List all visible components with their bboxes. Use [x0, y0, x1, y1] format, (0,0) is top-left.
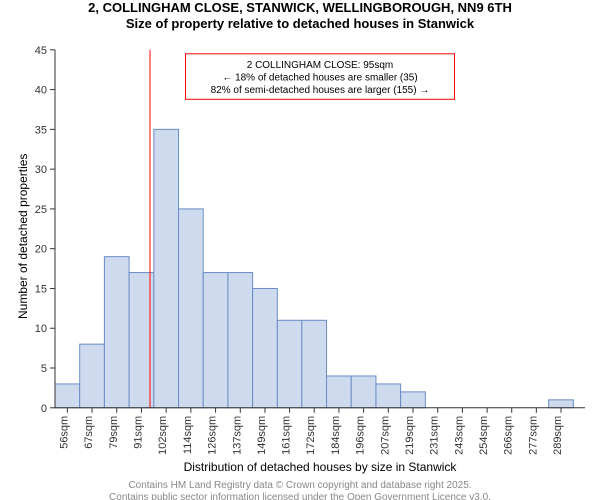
x-tick-label: 149sqm	[256, 416, 268, 455]
histogram-bar	[154, 130, 179, 408]
histogram-bar	[203, 273, 228, 408]
x-tick-label: 277sqm	[527, 416, 539, 455]
chart-title-line2: Size of property relative to detached ho…	[0, 16, 600, 32]
x-tick-label: 114sqm	[182, 416, 194, 454]
y-tick-label: 30	[35, 164, 47, 176]
x-tick-label: 126sqm	[207, 416, 219, 455]
histogram-bar	[104, 257, 129, 408]
chart-title-line1: 2, COLLINGHAM CLOSE, STANWICK, WELLINGBO…	[0, 0, 600, 16]
x-tick-label: 56sqm	[58, 416, 70, 449]
annotation-line: 2 COLLINGHAM CLOSE: 95sqm	[247, 60, 394, 71]
y-tick-label: 25	[35, 204, 47, 216]
x-tick-label: 207sqm	[379, 416, 391, 455]
x-axis-label: Distribution of detached houses by size …	[55, 460, 585, 474]
histogram-svg: 2 COLLINGHAM CLOSE: 95sqm← 18% of detach…	[0, 31, 600, 475]
x-tick-label: 137sqm	[231, 416, 243, 455]
y-axis-label: Number of detached properties	[16, 154, 30, 319]
y-tick-label: 10	[35, 323, 47, 335]
y-tick-label: 5	[41, 363, 47, 375]
histogram-bar	[401, 392, 426, 408]
y-tick-label: 20	[35, 244, 47, 256]
x-tick-label: 67sqm	[83, 416, 95, 449]
histogram-bar	[80, 344, 105, 408]
histogram-bar	[302, 320, 327, 408]
histogram-bar	[327, 376, 352, 408]
x-tick-label: 196sqm	[355, 416, 367, 455]
y-tick-label: 35	[35, 125, 47, 137]
y-tick-label: 15	[35, 284, 47, 296]
footer-line1: Contains HM Land Registry data © Crown c…	[0, 480, 600, 493]
x-tick-label: 102sqm	[157, 416, 169, 455]
x-tick-label: 91sqm	[132, 416, 144, 449]
histogram-bar	[376, 384, 401, 408]
chart-area: 2 COLLINGHAM CLOSE: 95sqm← 18% of detach…	[0, 31, 600, 480]
x-tick-label: 219sqm	[404, 416, 416, 455]
histogram-bar	[228, 273, 253, 408]
x-tick-label: 243sqm	[453, 416, 465, 455]
x-tick-label: 231sqm	[429, 416, 441, 455]
y-tick-label: 40	[35, 85, 47, 97]
y-tick-label: 0	[41, 403, 47, 415]
footer: Contains HM Land Registry data © Crown c…	[0, 480, 600, 500]
footer-line2: Contains public sector information licen…	[0, 492, 600, 500]
x-tick-label: 172sqm	[305, 416, 317, 455]
x-tick-label: 184sqm	[330, 416, 342, 455]
x-tick-label: 266sqm	[503, 416, 515, 455]
histogram-bar	[351, 376, 376, 408]
histogram-bar	[179, 209, 204, 408]
annotation-line: 82% of semi-detached houses are larger (…	[211, 85, 430, 96]
y-tick-label: 45	[35, 45, 47, 57]
annotation-line: ← 18% of detached houses are smaller (35…	[222, 72, 417, 83]
x-tick-label: 79sqm	[108, 416, 120, 449]
histogram-bar	[277, 320, 301, 408]
x-tick-label: 289sqm	[552, 416, 564, 455]
x-tick-label: 161sqm	[281, 416, 293, 455]
histogram-bar	[549, 400, 574, 408]
histogram-bar	[253, 289, 278, 408]
histogram-bar	[55, 384, 80, 408]
x-tick-label: 254sqm	[478, 416, 490, 455]
